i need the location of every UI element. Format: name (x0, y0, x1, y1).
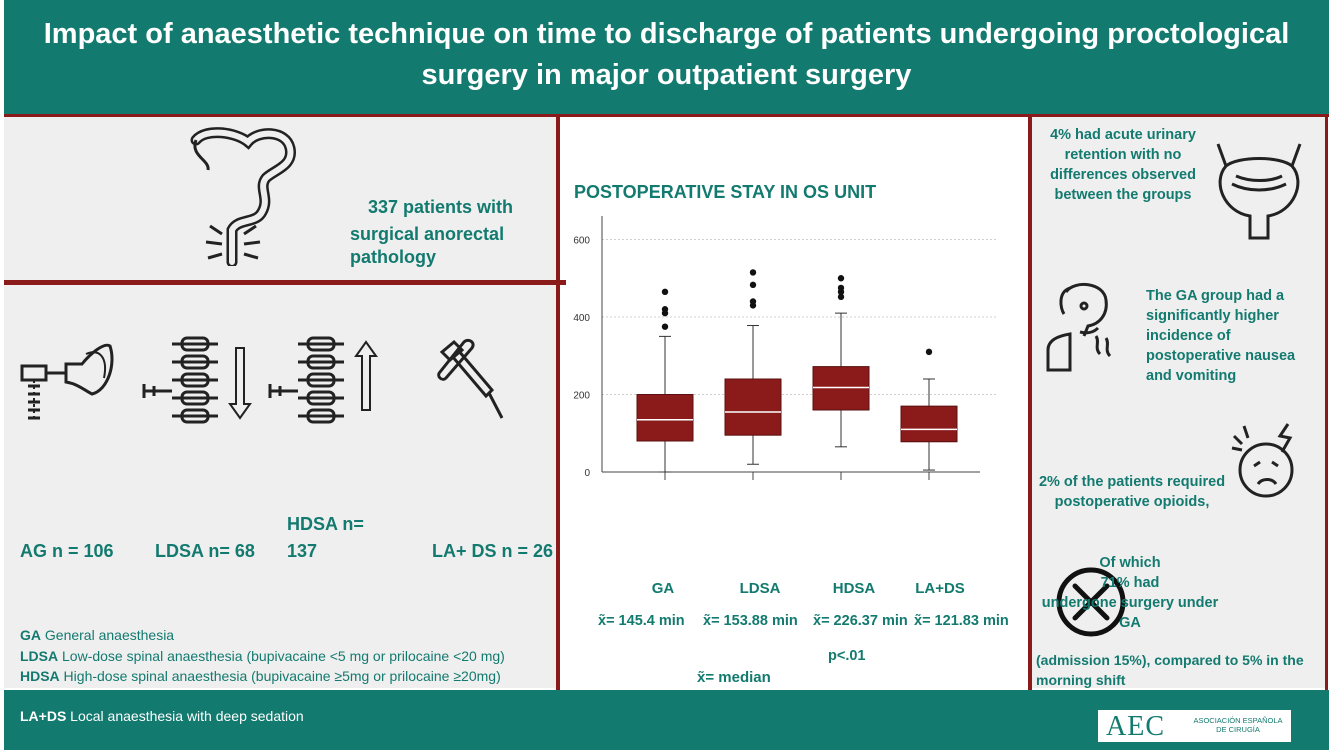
of-which-line: GA (1119, 615, 1141, 631)
outlier-point (925, 348, 933, 356)
outlier-point (837, 293, 845, 301)
aec-logo: AEC ASOCIACIÓN ESPAÑOLA DE CIRUGÍA (1098, 710, 1291, 742)
nausea-line: significantly higher (1146, 308, 1279, 324)
retention-line: 4% had acute urinary (1050, 127, 1196, 143)
footer-legend-lads: LA+DS Local anaesthesia with deep sedati… (20, 708, 304, 724)
of-which-line: 71% had (1100, 575, 1160, 591)
median-lads: x̃= 121.83 min (914, 613, 1009, 629)
legend-ldsa: LDSA Low-dose spinal anaesthesia (bupiva… (20, 648, 505, 664)
retention-line: retention with no (1064, 147, 1182, 163)
syringe-icon (436, 338, 506, 422)
retention-line: differences observed (1050, 167, 1196, 183)
legend-abbr: HDSA (20, 668, 60, 684)
outlier-point (661, 323, 669, 330)
logo-subtitle: ASOCIACIÓN ESPAÑOLA DE CIRUGÍA (1188, 716, 1288, 734)
y-tick-label: 0 (584, 468, 590, 479)
of-which-line: Of which (1099, 555, 1161, 571)
right-divider (1028, 116, 1032, 690)
logo-sub-line: DE CIRUGÍA (1216, 725, 1260, 734)
y-tick-label: 600 (573, 236, 590, 247)
retention-line: between the groups (1054, 187, 1192, 203)
nausea-line: incidence of (1146, 328, 1231, 344)
right-edge-divider (1325, 116, 1328, 690)
cross-circle-icon (1055, 566, 1127, 638)
left-panel (4, 116, 558, 688)
spine-low-dose-icon (142, 334, 252, 424)
admission-line: morning shift (1036, 672, 1126, 688)
outlier-point (661, 306, 669, 313)
patients-text-3: pathology (350, 247, 436, 267)
left-horizontal-divider (4, 280, 566, 285)
legend-text: General anaesthesia (41, 627, 175, 643)
outlier-point (661, 288, 669, 296)
nausea-person-icon (1044, 280, 1120, 372)
logo-sub-line: ASOCIACIÓN ESPAÑOLA (1193, 716, 1283, 725)
category-label-lads: LA+DS (915, 580, 965, 597)
group-label-ga: AG n = 106 (20, 541, 114, 561)
legend-text: Local anaesthesia with deep sedation (66, 708, 304, 724)
nausea-line: postoperative nausea (1146, 348, 1296, 364)
nausea-line: The GA group had a (1146, 288, 1285, 304)
outlier-point (837, 284, 845, 292)
patients-text-2: surgical anorectal (350, 224, 505, 244)
median-hdsa: x̃= 226.37 min (813, 613, 908, 629)
median-ldsa: x̃= 153.88 min (703, 613, 798, 629)
opioids-text: 2% of the patients required postoperativ… (1036, 472, 1228, 512)
of-which-text: Of which 71% had undergone surgery under… (1040, 553, 1220, 633)
box-ga (636, 394, 694, 442)
legend-abbr: GA (20, 627, 41, 643)
outlier-point (749, 298, 757, 305)
box-ldsa (724, 378, 782, 436)
category-label-hdsa: HDSA (832, 580, 876, 597)
retention-text: 4% had acute urinary retention with no d… (1036, 125, 1210, 205)
logo-text: AEC (1106, 711, 1165, 742)
outlier-point (749, 281, 757, 289)
bladder-icon (1214, 142, 1304, 242)
opioids-line: 2% of the patients required (1038, 474, 1226, 490)
y-tick-label: 400 (573, 313, 590, 324)
group-label-ldsa: LDSA n= 68 (155, 541, 255, 561)
group-label-hdsa-line1: HDSA n= (287, 514, 364, 534)
legend-text: Low-dose spinal anaesthesia (bupivacaine… (58, 648, 505, 664)
nausea-line: and vomiting (1146, 368, 1237, 384)
group-label-hdsa-line2: 137 (287, 541, 318, 561)
legend-text: High-dose spinal anaesthesia (bupivacain… (59, 668, 501, 684)
legend-abbr: LA+DS (20, 708, 67, 724)
box-la+ds (900, 405, 958, 443)
median-note: x̃= median (697, 669, 771, 686)
y-tick-label: 200 (573, 391, 590, 402)
left-divider (556, 116, 560, 690)
admission-line: (admission 15%), compared to 5% in the (1036, 652, 1304, 668)
legend-abbr: LDSA (20, 648, 59, 664)
of-which-line: undergone surgery under (1041, 595, 1219, 611)
anaesthesia-mask-icon (20, 334, 116, 424)
box-plot: 0 200 400 600 (573, 216, 998, 480)
median-ga: x̃= 145.4 min (598, 613, 685, 629)
box-hdsa (812, 366, 870, 411)
p-value: p<.01 (828, 648, 866, 664)
opioids-line: postoperative opioids, (1054, 494, 1210, 510)
outlier-point (749, 269, 757, 276)
title-line-1: Impact of anaesthetic technique on time … (43, 18, 1290, 50)
patients-text-1: 337 patients with (368, 197, 514, 217)
legend-hdsa: HDSA High-dose spinal anaesthesia (bupiv… (20, 668, 501, 684)
chart-title: POSTOPERATIVE STAY IN OS UNIT (574, 182, 877, 202)
spine-high-dose-icon (268, 334, 378, 424)
top-divider (4, 114, 1329, 117)
title-banner: Impact of anaesthetic technique on time … (4, 0, 1329, 114)
admission-text: (admission 15%), compared to 5% in the m… (1036, 650, 1322, 690)
colon-icon (186, 126, 306, 266)
outlier-point (837, 275, 845, 282)
category-label-ldsa: LDSA (739, 580, 781, 597)
title-line-2: surgery in major outpatient surgery (421, 59, 912, 91)
legend-ga: GA General anaesthesia (20, 627, 174, 643)
category-label-ga: GA (651, 580, 675, 597)
group-label-lads: LA+ DS n = 26 (432, 541, 554, 561)
headache-face-icon (1230, 422, 1306, 502)
nausea-text: The GA group had a significantly higher … (1146, 286, 1316, 386)
